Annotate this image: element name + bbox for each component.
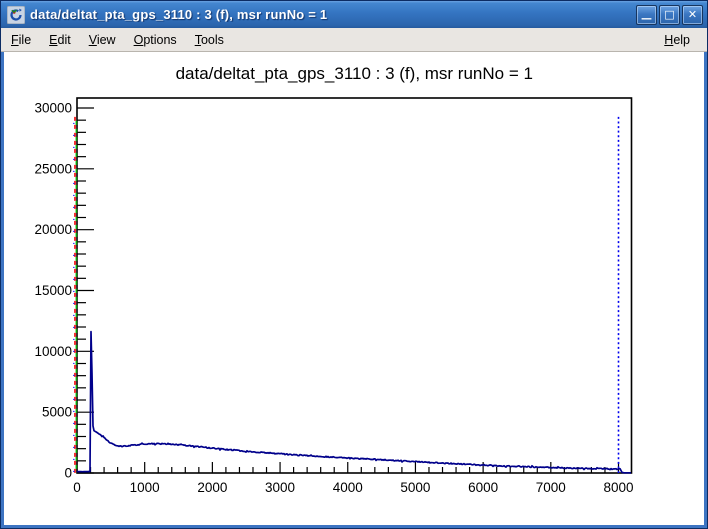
x-axis-tick-label: 3000 xyxy=(265,480,295,495)
window-title: data/deltat_pta_gps_3110 : 3 (f), msr ru… xyxy=(30,7,328,22)
titlebar[interactable]: data/deltat_pta_gps_3110 : 3 (f), msr ru… xyxy=(1,1,707,28)
menu-view[interactable]: View xyxy=(88,32,116,47)
menu-tools[interactable]: Tools xyxy=(194,32,224,47)
x-axis-tick-label: 4000 xyxy=(333,480,363,495)
menu-edit[interactable]: Edit xyxy=(49,32,71,47)
maximize-button[interactable]: □ xyxy=(659,4,680,25)
minimize-button[interactable]: — xyxy=(636,4,657,25)
close-button[interactable]: ✕ xyxy=(682,4,703,25)
y-axis-tick-label: 10000 xyxy=(34,344,72,359)
plot-frame xyxy=(76,97,633,474)
plot-canvas[interactable]: data/deltat_pta_gps_3110 : 3 (f), msr ru… xyxy=(4,52,704,525)
x-axis-tick-label: 1000 xyxy=(130,480,160,495)
menu-help[interactable]: Help xyxy=(664,32,690,47)
menubar: File Edit View Options Tools Help xyxy=(1,28,707,52)
y-axis-tick-label: 25000 xyxy=(34,161,72,176)
menu-options[interactable]: Options xyxy=(133,32,177,47)
root-logo-icon xyxy=(7,5,25,24)
y-axis-tick-label: 5000 xyxy=(42,405,72,420)
x-axis-tick-label: 8000 xyxy=(603,480,633,495)
y-axis-tick-label: 20000 xyxy=(34,222,72,237)
y-axis-tick-label: 0 xyxy=(64,466,72,481)
histogram-plot[interactable]: data/deltat_pta_gps_3110 : 3 (f), msr ru… xyxy=(4,52,704,525)
x-axis-tick-label: 5000 xyxy=(400,480,430,495)
x-axis-tick-label: 7000 xyxy=(536,480,566,495)
menu-file[interactable]: File xyxy=(11,32,32,47)
y-axis-tick-label: 15000 xyxy=(34,283,72,298)
x-axis-tick-label: 6000 xyxy=(468,480,498,495)
histogram-line xyxy=(76,330,632,474)
window-body: data/deltat_pta_gps_3110 : 3 (f), msr ru… xyxy=(1,52,707,528)
x-axis-tick-label: 2000 xyxy=(197,480,227,495)
y-axis-tick-label: 30000 xyxy=(34,101,72,116)
plot-title: data/deltat_pta_gps_3110 : 3 (f), msr ru… xyxy=(176,64,533,83)
x-axis-tick-label: 0 xyxy=(73,480,81,495)
